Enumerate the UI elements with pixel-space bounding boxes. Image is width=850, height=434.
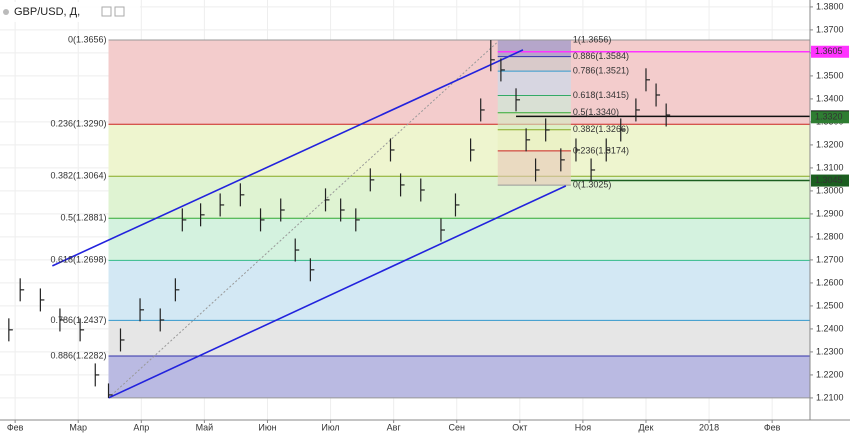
y-tick-label: 1.3000: [816, 185, 844, 195]
trendline: [108, 185, 567, 399]
fib-label: 0.382(1.3266): [573, 124, 629, 134]
x-tick-label: Апр: [133, 422, 149, 432]
fib-label: 0(1.3025): [573, 180, 612, 190]
x-tick-label: Мар: [69, 422, 87, 432]
fib-band: [497, 150, 571, 186]
fib-label: 0.786(1.2437): [50, 315, 106, 325]
fib-band: [108, 356, 811, 398]
y-tick-label: 1.2100: [816, 392, 844, 402]
price-tag: [811, 174, 849, 187]
icon[interactable]: [101, 6, 112, 17]
price-tag-label: 1.3045: [815, 175, 843, 185]
fib-label: 0.5(1.2881): [60, 213, 106, 223]
fib-label: 0.618(1.3415): [573, 90, 629, 100]
fib-band: [108, 124, 811, 177]
fib-band: [497, 129, 571, 151]
y-tick-label: 1.2900: [816, 208, 844, 218]
fib-label: 0.236(1.3174): [573, 145, 629, 155]
price-tag-label: 1.3320: [815, 112, 843, 122]
x-tick-label: Дек: [638, 422, 653, 432]
fib-band: [497, 71, 571, 96]
x-tick-label: Фев: [764, 422, 781, 432]
fib-band: [108, 260, 811, 321]
x-tick-label: Окт: [512, 422, 527, 432]
y-tick-label: 1.2300: [816, 346, 844, 356]
icon: [3, 9, 9, 15]
y-tick-label: 1.2600: [816, 277, 844, 287]
fib-band: [108, 320, 811, 357]
plot-area: [0, 0, 811, 420]
fib-band: [497, 112, 571, 130]
fib-band: [108, 176, 811, 219]
price-tag: [811, 111, 849, 124]
fib-label: 0.5(1.3340): [573, 107, 619, 117]
price-tag: [811, 45, 849, 58]
x-tick-label: Сен: [448, 422, 465, 432]
y-tick-label: 1.3800: [816, 1, 844, 11]
fib-label: 1(1.3656): [573, 34, 612, 44]
y-tick-label: 1.2400: [816, 323, 844, 333]
price-tag-label: 1.3605: [815, 46, 843, 56]
y-tick-label: 1.3700: [816, 24, 844, 34]
x-tick-label: Авг: [387, 422, 402, 432]
x-tick-label: Май: [196, 422, 214, 432]
trendline: [52, 49, 524, 267]
x-tick-label: 2018: [699, 422, 719, 432]
x-tick-label: Июл: [321, 422, 339, 432]
fib-band: [497, 56, 571, 72]
y-tick-label: 1.3500: [816, 70, 844, 80]
y-tick-label: 1.2800: [816, 231, 844, 241]
fib-band: [497, 95, 571, 113]
y-tick-label: 1.2500: [816, 300, 844, 310]
y-tick-label: 1.3100: [816, 162, 844, 172]
y-tick-label: 1.2200: [816, 369, 844, 379]
chart-title: GBP/USD, Д,: [14, 6, 80, 18]
x-tick-label: Июн: [258, 422, 276, 432]
fib-label: 0.886(1.3584): [573, 51, 629, 61]
fib-label: 0.786(1.3521): [573, 65, 629, 75]
fib-band: [497, 40, 571, 57]
fib-label: 0.382(1.3064): [50, 171, 106, 181]
fib-band: [108, 218, 811, 261]
fib-label: 0.618(1.2698): [50, 255, 106, 265]
x-tick-label: Фев: [7, 422, 24, 432]
x-tick-label: Ноя: [575, 422, 592, 432]
fib-label: 0.236(1.3290): [50, 119, 106, 129]
fib-band: [108, 40, 811, 125]
icon[interactable]: [114, 6, 125, 17]
fib-label: 0.886(1.2282): [50, 350, 106, 360]
fib-label: 0(1.3656): [68, 34, 107, 44]
y-tick-label: 1.3200: [816, 139, 844, 149]
y-tick-label: 1.3400: [816, 93, 844, 103]
y-tick-label: 1.2700: [816, 254, 844, 264]
